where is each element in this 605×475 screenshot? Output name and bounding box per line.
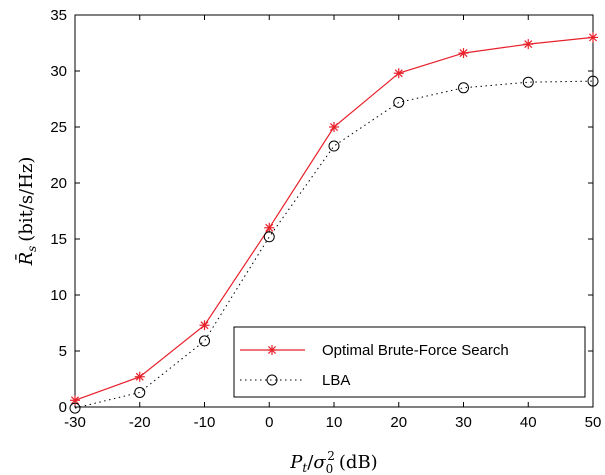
x-tick-label: -20 xyxy=(129,414,151,431)
data-point xyxy=(70,395,80,406)
legend-label-lba: LBA xyxy=(322,372,350,389)
marker-stroke xyxy=(459,49,468,58)
legend-label-optimal: Optimal Brute-Force Search xyxy=(322,342,509,359)
marker-circle xyxy=(393,96,405,108)
x-tick-label: 10 xyxy=(326,414,343,431)
data-point xyxy=(329,122,339,132)
marker-stroke xyxy=(394,69,403,78)
marker-circle xyxy=(134,386,146,398)
x-tick-label: 0 xyxy=(265,414,273,431)
series-lba xyxy=(69,75,599,414)
y-axis-label: R̄s(bit/s/Hz) xyxy=(14,157,39,267)
y-tick-label: 20 xyxy=(50,175,67,192)
y-tick-label: 0 xyxy=(59,399,67,416)
y-tick-label: 5 xyxy=(59,343,67,360)
data-point xyxy=(264,222,275,233)
marker-stroke xyxy=(524,40,533,49)
data-point xyxy=(134,371,145,382)
marker-stroke xyxy=(70,396,80,405)
marker-circle xyxy=(328,140,340,152)
data-point xyxy=(134,386,146,398)
y-tick-label: 15 xyxy=(50,231,67,248)
x-tick-label: -30 xyxy=(64,414,86,431)
marker-circle xyxy=(458,82,469,94)
marker-stroke xyxy=(200,321,209,330)
series-line xyxy=(74,80,594,409)
x-tick-label: 50 xyxy=(585,414,602,431)
marker-stroke xyxy=(267,345,277,355)
x-tick-label: 40 xyxy=(520,414,537,431)
marker-circle xyxy=(263,231,275,243)
x-axis-label: Pt/σ02 (dB) xyxy=(289,449,377,475)
y-tick-label: 30 xyxy=(50,63,67,80)
y-tick-label: 10 xyxy=(50,287,67,304)
data-point xyxy=(458,48,469,59)
marker-circle xyxy=(199,335,210,347)
x-tick-labels: -30 -20 -10 0 10 20 30 40 50 xyxy=(64,414,601,431)
legend-marker-circle-icon xyxy=(266,374,278,386)
data-point xyxy=(393,68,404,79)
marker-circle xyxy=(266,374,278,386)
marker-circle xyxy=(587,75,599,87)
legend: Optimal Brute-Force Search LBA xyxy=(233,326,586,398)
data-point xyxy=(393,96,405,108)
data-point xyxy=(199,320,210,331)
x-tick-label: 30 xyxy=(455,414,472,431)
data-point xyxy=(523,39,534,50)
data-point xyxy=(587,75,599,87)
marker-circle xyxy=(69,402,81,414)
series-layer xyxy=(69,32,599,414)
marker-stroke xyxy=(265,223,274,232)
series-optimal xyxy=(70,32,598,406)
legend-marker-asterisk-icon xyxy=(267,345,277,355)
data-point xyxy=(199,335,210,347)
data-point xyxy=(328,140,340,152)
data-point xyxy=(263,231,275,243)
marker-stroke xyxy=(329,122,339,132)
x-tick-label: 20 xyxy=(390,414,407,431)
marker-stroke xyxy=(588,33,598,42)
data-point xyxy=(588,32,598,43)
data-point xyxy=(522,76,534,88)
y-tick-labels: 0 5 10 15 20 25 30 35 xyxy=(50,7,67,416)
data-point xyxy=(69,402,81,414)
legend-item-optimal: Optimal Brute-Force Search xyxy=(240,342,509,359)
marker-stroke xyxy=(135,372,144,381)
y-tick-label: 25 xyxy=(50,119,67,136)
marker-circle xyxy=(522,76,534,88)
legend-box xyxy=(233,326,586,398)
data-point xyxy=(458,82,469,94)
y-tick-label: 35 xyxy=(50,7,67,24)
legend-item-lba: LBA xyxy=(240,372,350,389)
x-tick-label: -10 xyxy=(194,414,216,431)
